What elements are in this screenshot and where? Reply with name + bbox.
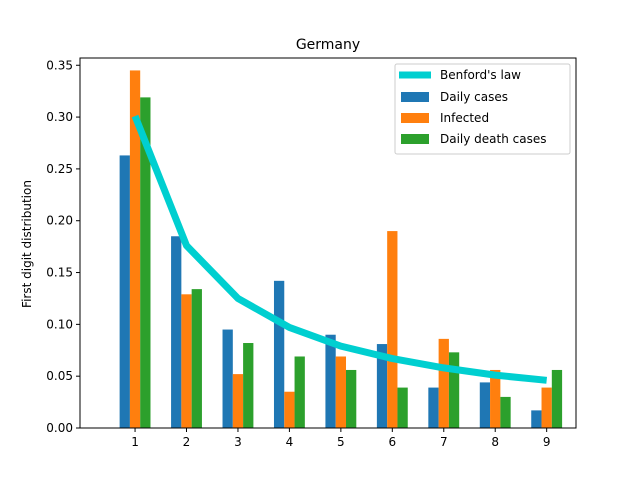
bar-infected-6 [387,231,398,428]
x-tick-label-5: 5 [337,435,345,449]
bar-daily-death-cases-1 [140,97,151,428]
bar-infected-7 [438,338,449,428]
bar-infected-8 [490,369,501,428]
bars-layer [119,70,563,428]
y-axis-label: First digit distribution [20,180,34,308]
bar-daily-death-cases-6 [397,387,408,428]
bar-daily-cases-8 [479,382,491,428]
legend-swatch-infected [401,113,429,123]
y-tick-label-0.30: 0.30 [46,110,73,124]
y-tick-label-0.05: 0.05 [46,369,73,383]
plot-frame [79,57,577,429]
legend-label-daily-cases: Daily cases [440,90,508,104]
legend-label-daily-death-cases: Daily death cases [440,132,547,146]
bar-daily-death-cases-5 [346,369,357,428]
y-tick-label-0.35: 0.35 [46,58,73,72]
bar-daily-death-cases-3 [243,343,254,428]
bar-daily-cases-5 [325,334,336,428]
bar-daily-death-cases-2 [191,289,202,428]
bar-daily-cases-1 [119,155,130,428]
legend-label-infected: Infected [440,111,489,125]
bar-daily-cases-7 [428,387,439,428]
bar-daily-death-cases-4 [294,356,305,428]
bar-daily-cases-4 [273,280,285,428]
legend-box [394,63,571,155]
bar-daily-cases-9 [531,410,542,428]
legend-label-benfords-law: Benford's law [440,68,521,82]
x-tick-label-9: 9 [543,435,551,449]
y-tick-label-0.20: 0.20 [46,214,73,228]
x-tick-label-8: 8 [491,435,499,449]
axes-layer: 1 2 3 4 5 6 7 8 9 0.00 0.05 0.10 0.15 0.20 0.25 0.30 0.3… [46,57,577,449]
bar-infected-3 [232,374,244,428]
bar-infected-4 [284,391,295,428]
bar-infected-1 [129,70,141,428]
x-tick-label-2: 2 [183,435,191,449]
chart-title: Germany [296,37,360,53]
benford-line-layer [131,114,548,384]
bar-daily-cases-6 [376,344,388,428]
bar-infected-9 [541,387,552,428]
y-tick-label-0.15: 0.15 [46,266,73,280]
y-tick-label-0.10: 0.10 [46,317,73,331]
bar-daily-death-cases-7 [448,352,460,428]
bar-infected-5 [335,356,347,428]
legend: Benford's law Daily cases Infected Daily de… [394,63,571,155]
x-tick-label-7: 7 [440,435,448,449]
legend-swatch-daily-death-cases [401,134,429,144]
y-tick-label-0.25: 0.25 [46,162,73,176]
x-tick-label-1: 1 [131,435,139,449]
x-tick-label-6: 6 [388,435,396,449]
bar-daily-cases-3 [222,329,233,428]
bar-daily-cases-2 [171,236,182,428]
x-tick-label-4: 4 [286,435,294,449]
benford-line [131,114,548,384]
x-tick-label-3: 3 [234,435,242,449]
bar-daily-death-cases-8 [500,396,511,428]
legend-swatch-daily-cases [401,92,429,102]
bar-daily-death-cases-9 [551,369,563,428]
bar-infected-2 [181,294,192,428]
y-tick-label-0.00: 0.00 [46,421,73,435]
